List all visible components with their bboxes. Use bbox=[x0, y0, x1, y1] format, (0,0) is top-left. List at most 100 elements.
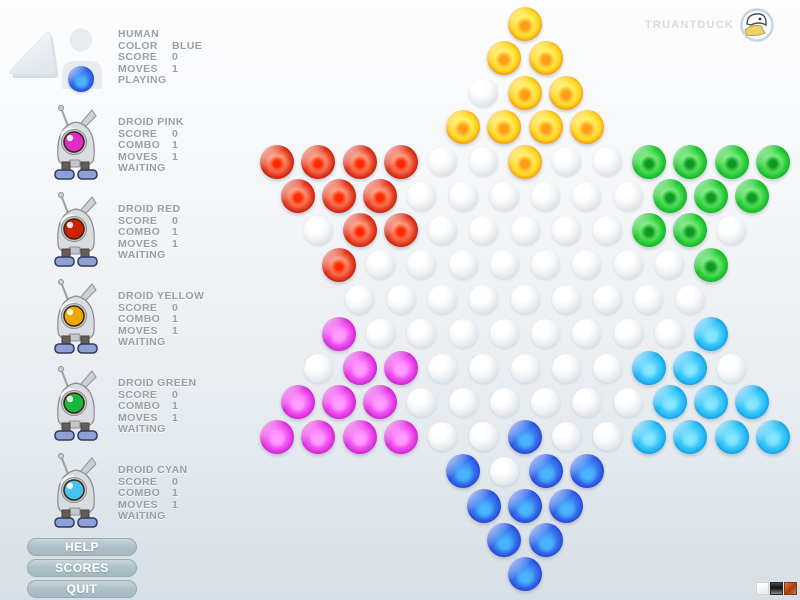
marble-blue[interactable] bbox=[508, 419, 542, 454]
marble-green[interactable] bbox=[652, 179, 687, 213]
marble-green[interactable] bbox=[693, 247, 728, 282]
marble-blue[interactable] bbox=[446, 454, 480, 489]
board-hole[interactable] bbox=[303, 353, 333, 383]
board-hole[interactable] bbox=[469, 422, 499, 452]
marble-magenta[interactable] bbox=[384, 351, 418, 385]
marble-yellow[interactable] bbox=[528, 110, 563, 145]
marble-green[interactable] bbox=[673, 213, 708, 248]
marble-red[interactable] bbox=[260, 144, 295, 179]
marble-magenta[interactable] bbox=[280, 385, 315, 420]
marble-red[interactable] bbox=[363, 179, 398, 213]
marble-magenta[interactable] bbox=[363, 385, 398, 420]
marble-green[interactable] bbox=[631, 144, 666, 179]
marble-yellow[interactable] bbox=[528, 41, 563, 76]
marble-red[interactable] bbox=[280, 179, 315, 213]
swatch-orange[interactable] bbox=[784, 582, 797, 595]
marble-yellow[interactable] bbox=[487, 110, 522, 145]
marble-blue[interactable] bbox=[508, 488, 542, 523]
board-hole[interactable] bbox=[469, 78, 499, 108]
board-hole[interactable] bbox=[407, 387, 437, 417]
marble-yellow[interactable] bbox=[508, 75, 542, 110]
marble-green[interactable] bbox=[735, 179, 770, 213]
marble-magenta[interactable] bbox=[260, 419, 295, 454]
marble-green[interactable] bbox=[693, 179, 728, 213]
board-hole[interactable] bbox=[489, 250, 519, 280]
board-hole[interactable] bbox=[613, 250, 643, 280]
scores-button[interactable]: SCORES bbox=[27, 559, 137, 577]
board-hole[interactable] bbox=[427, 284, 457, 314]
board-hole[interactable] bbox=[717, 353, 747, 383]
board-hole[interactable] bbox=[593, 422, 623, 452]
board-hole[interactable] bbox=[551, 215, 581, 245]
marble-red[interactable] bbox=[342, 213, 377, 248]
board-hole[interactable] bbox=[427, 215, 457, 245]
marble-magenta[interactable] bbox=[384, 419, 418, 454]
board-hole[interactable] bbox=[572, 250, 602, 280]
marble-magenta[interactable] bbox=[342, 419, 377, 454]
board-hole[interactable] bbox=[510, 353, 540, 383]
board-hole[interactable] bbox=[634, 284, 664, 314]
marble-cyan[interactable] bbox=[652, 385, 687, 420]
marble-blue[interactable] bbox=[549, 488, 584, 523]
board-hole[interactable] bbox=[551, 147, 581, 177]
board-hole[interactable] bbox=[593, 215, 623, 245]
marble-cyan[interactable] bbox=[693, 316, 728, 351]
marble-magenta[interactable] bbox=[322, 316, 356, 351]
marble-yellow[interactable] bbox=[487, 41, 522, 76]
board-hole[interactable] bbox=[510, 284, 540, 314]
marble-magenta[interactable] bbox=[322, 385, 356, 420]
board-hole[interactable] bbox=[407, 250, 437, 280]
board-hole[interactable] bbox=[613, 319, 643, 349]
marble-yellow[interactable] bbox=[508, 7, 542, 41]
board-hole[interactable] bbox=[572, 181, 602, 211]
board-hole[interactable] bbox=[551, 284, 581, 314]
board-hole[interactable] bbox=[407, 319, 437, 349]
marble-blue[interactable] bbox=[508, 557, 542, 592]
marble-blue[interactable] bbox=[528, 454, 563, 489]
marble-cyan[interactable] bbox=[631, 351, 666, 385]
marble-yellow[interactable] bbox=[569, 110, 604, 145]
board-hole[interactable] bbox=[489, 319, 519, 349]
board-hole[interactable] bbox=[489, 456, 519, 486]
marble-red[interactable] bbox=[322, 247, 356, 282]
board-hole[interactable] bbox=[407, 181, 437, 211]
board-hole[interactable] bbox=[655, 250, 685, 280]
board-hole[interactable] bbox=[531, 181, 561, 211]
board-hole[interactable] bbox=[365, 319, 395, 349]
board-hole[interactable] bbox=[572, 319, 602, 349]
board-hole[interactable] bbox=[448, 319, 478, 349]
marble-cyan[interactable] bbox=[631, 419, 666, 454]
marble-cyan[interactable] bbox=[735, 385, 770, 420]
marble-green[interactable] bbox=[755, 144, 790, 179]
board-hole[interactable] bbox=[365, 250, 395, 280]
board-hole[interactable] bbox=[551, 422, 581, 452]
board-hole[interactable] bbox=[572, 387, 602, 417]
marble-blue[interactable] bbox=[487, 523, 522, 557]
board-hole[interactable] bbox=[551, 353, 581, 383]
board-hole[interactable] bbox=[510, 215, 540, 245]
marble-red[interactable] bbox=[384, 213, 418, 248]
marble-magenta[interactable] bbox=[342, 351, 377, 385]
board-hole[interactable] bbox=[448, 181, 478, 211]
marble-cyan[interactable] bbox=[693, 385, 728, 420]
board-hole[interactable] bbox=[427, 422, 457, 452]
marble-red[interactable] bbox=[384, 144, 418, 179]
marble-magenta[interactable] bbox=[301, 419, 336, 454]
board-hole[interactable] bbox=[469, 353, 499, 383]
board-hole[interactable] bbox=[489, 181, 519, 211]
swatch-black[interactable] bbox=[770, 582, 783, 595]
board-hole[interactable] bbox=[531, 387, 561, 417]
board-hole[interactable] bbox=[489, 387, 519, 417]
board-hole[interactable] bbox=[386, 284, 416, 314]
marble-cyan[interactable] bbox=[755, 419, 790, 454]
marble-yellow[interactable] bbox=[549, 75, 584, 110]
board-hole[interactable] bbox=[427, 147, 457, 177]
board-hole[interactable] bbox=[613, 387, 643, 417]
marble-red[interactable] bbox=[342, 144, 377, 179]
marble-green[interactable] bbox=[714, 144, 749, 179]
marble-blue[interactable] bbox=[528, 523, 563, 557]
marble-cyan[interactable] bbox=[673, 419, 708, 454]
marble-green[interactable] bbox=[673, 144, 708, 179]
board-hole[interactable] bbox=[469, 284, 499, 314]
board-hole[interactable] bbox=[448, 250, 478, 280]
